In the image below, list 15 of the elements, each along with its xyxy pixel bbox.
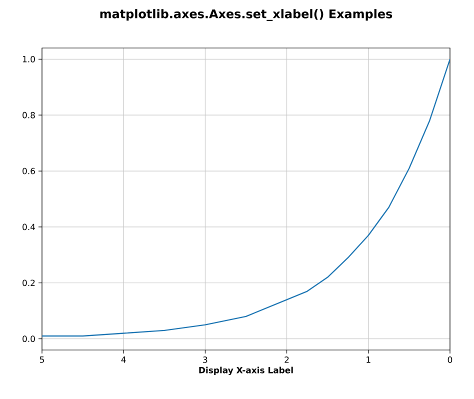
y-tick-label: 1.0 <box>22 56 35 62</box>
y-tick-label: 0.8 <box>22 112 35 118</box>
x-tick-label: 4 <box>121 356 126 363</box>
x-axis-title: Display X-axis Label <box>199 366 293 376</box>
chart-title: matplotlib.axes.Axes.set_xlabel() Examples <box>100 9 392 21</box>
x-tick-label: 0 <box>448 356 452 363</box>
y-tick-label: 0.4 <box>22 224 35 230</box>
y-tick-label: 0.6 <box>22 168 35 174</box>
line-series <box>42 58 450 337</box>
x-tick-label: 3 <box>203 356 208 363</box>
y-tick-label: 0.2 <box>22 280 35 286</box>
x-tick-label: 5 <box>40 356 44 363</box>
x-tick-label: 1 <box>366 356 370 363</box>
x-tick-label: 2 <box>284 356 289 363</box>
y-tick-label: 0.0 <box>22 336 35 342</box>
